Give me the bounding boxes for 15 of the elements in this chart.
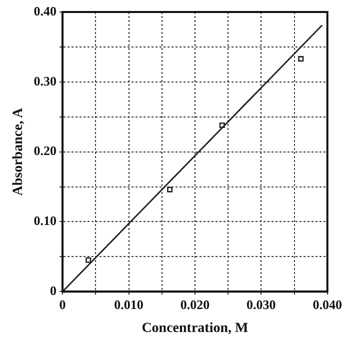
y-tick-label: 0.10 — [34, 213, 57, 228]
point — [298, 56, 304, 62]
x-tick-label: 0.040 — [312, 296, 342, 312]
y-tick-label: 0 — [50, 282, 57, 298]
x-axis-title: Concentration, M — [142, 321, 248, 336]
x-tick-label: 0.010 — [114, 296, 144, 312]
point — [219, 122, 225, 128]
x-tick-label: 0.030 — [246, 296, 276, 312]
y-axis-title: Absorbance, A — [11, 106, 26, 196]
y-tick-label: 0.20 — [34, 143, 57, 158]
y-tick-label: 0.40 — [34, 3, 57, 18]
x-tick-label: 0.020 — [180, 296, 210, 312]
point — [167, 186, 173, 192]
y-tick-label: 0.30 — [34, 73, 57, 88]
point — [86, 257, 92, 263]
